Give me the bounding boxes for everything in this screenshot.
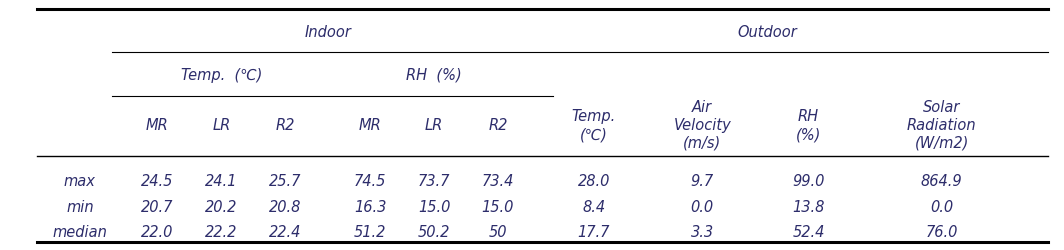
- Text: 13.8: 13.8: [793, 199, 825, 214]
- Text: 0.0: 0.0: [930, 199, 953, 214]
- Text: 16.3: 16.3: [354, 199, 386, 214]
- Text: 20.2: 20.2: [205, 199, 237, 214]
- Text: Air
Velocity
(m/s): Air Velocity (m/s): [674, 100, 731, 150]
- Text: RH  (%): RH (%): [406, 68, 462, 82]
- Text: Temp.
(℃): Temp. (℃): [571, 108, 616, 142]
- Text: 52.4: 52.4: [793, 224, 825, 239]
- Text: LR: LR: [212, 118, 231, 132]
- Text: RH
(%): RH (%): [796, 108, 821, 142]
- Text: 22.4: 22.4: [269, 224, 301, 239]
- Text: 0.0: 0.0: [691, 199, 714, 214]
- Text: 24.1: 24.1: [205, 173, 237, 188]
- Text: 50: 50: [488, 224, 508, 239]
- Text: 74.5: 74.5: [354, 173, 386, 188]
- Text: 22.0: 22.0: [142, 224, 173, 239]
- Text: Indoor: Indoor: [304, 25, 351, 40]
- Text: 76.0: 76.0: [926, 224, 958, 239]
- Text: 17.7: 17.7: [578, 224, 610, 239]
- Text: Temp.  (℃): Temp. (℃): [181, 68, 262, 82]
- Text: 20.7: 20.7: [142, 199, 173, 214]
- Text: 24.5: 24.5: [142, 173, 173, 188]
- Text: 15.0: 15.0: [482, 199, 514, 214]
- Text: MR: MR: [146, 118, 169, 132]
- Text: 3.3: 3.3: [691, 224, 714, 239]
- Text: 9.7: 9.7: [691, 173, 714, 188]
- Text: 99.0: 99.0: [793, 173, 825, 188]
- Text: 25.7: 25.7: [269, 173, 301, 188]
- Text: 28.0: 28.0: [578, 173, 610, 188]
- Text: Outdoor: Outdoor: [737, 25, 798, 40]
- Text: 73.7: 73.7: [418, 173, 450, 188]
- Text: R2: R2: [276, 118, 295, 132]
- Text: min: min: [66, 199, 94, 214]
- Text: Solar
Radiation
(W/m2): Solar Radiation (W/m2): [907, 100, 977, 150]
- Text: 22.2: 22.2: [205, 224, 237, 239]
- Text: max: max: [64, 173, 96, 188]
- Text: median: median: [52, 224, 107, 239]
- Text: 20.8: 20.8: [269, 199, 301, 214]
- Text: 8.4: 8.4: [582, 199, 605, 214]
- Text: MR: MR: [359, 118, 382, 132]
- Text: 51.2: 51.2: [354, 224, 386, 239]
- Text: 864.9: 864.9: [920, 173, 963, 188]
- Text: 73.4: 73.4: [482, 173, 514, 188]
- Text: 50.2: 50.2: [418, 224, 450, 239]
- Text: R2: R2: [488, 118, 508, 132]
- Text: 15.0: 15.0: [418, 199, 450, 214]
- Text: LR: LR: [425, 118, 444, 132]
